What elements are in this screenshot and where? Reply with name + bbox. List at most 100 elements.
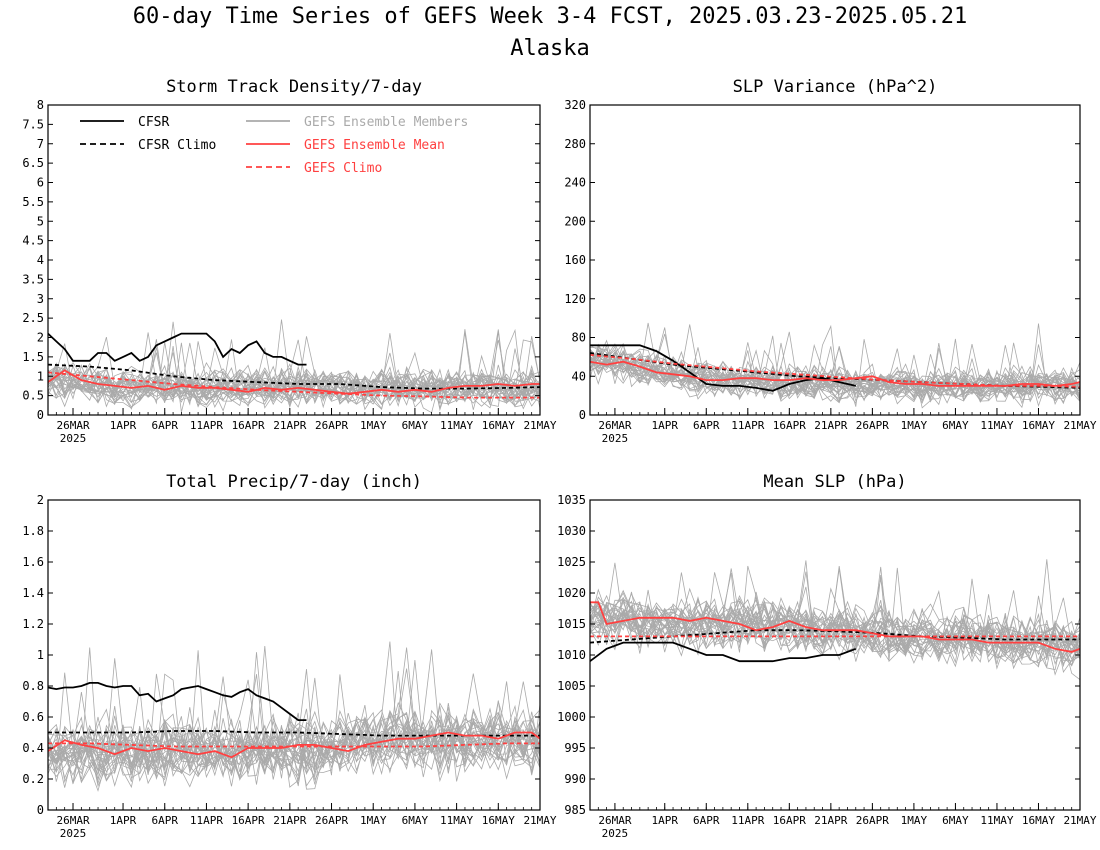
series-cfsr [589,641,857,663]
panel-title: Total Precip/7-day (inch) [166,472,422,492]
x-tick-label: 1MAY [360,419,387,432]
y-tick-label: 990 [564,772,586,786]
x-tick-sublabel: 2025 [60,432,87,445]
y-tick-label: 1000 [557,710,586,724]
legend-label: GEFS Climo [304,161,382,176]
y-tick-label: 7 [37,137,44,151]
series-gefs-climo [589,354,1081,388]
x-tick-label: 26APR [856,419,889,432]
y-tick-label: 1005 [557,679,586,693]
plot-frame [47,104,541,416]
chart-panel-2 [589,104,1081,416]
y-tick-label: 5 [37,214,44,228]
ensemble-member-line [47,339,541,409]
y-tick-label: 1.8 [22,524,44,538]
y-tick-label: 7.5 [22,117,44,131]
y-tick-label: 5.5 [22,195,44,209]
ensemble-member-line [47,351,541,408]
y-tick-label: 1025 [557,555,586,569]
y-tick-label: 280 [564,137,586,151]
x-tick-sublabel: 2025 [602,432,629,445]
ensemble-member-line [589,343,1081,402]
y-tick-label: 0.4 [22,741,44,755]
x-tick-label: 16MAY [1022,814,1055,827]
y-tick-label: 1.4 [22,586,44,600]
x-tick-label: 16APR [232,419,265,432]
x-tick-label: 6MAY [402,814,429,827]
x-tick-label: 1MAY [901,419,928,432]
x-tick-label: 26APR [315,419,348,432]
ensemble-member-line [47,673,541,781]
x-tick-label: 26MAR [598,814,631,827]
y-tick-label: 80 [572,331,586,345]
x-tick-label: 26APR [315,814,348,827]
ensemble-member-line [589,353,1081,402]
series-cfsr [47,682,307,721]
y-tick-label: 1 [37,648,44,662]
legend-label: CFSR [138,115,169,130]
ensemble-members [589,322,1081,409]
ensemble-member-line [589,587,1081,653]
series-cfsr-climo [589,629,1080,644]
ensemble-member-line [47,718,541,782]
x-tick-label: 1APR [110,814,137,827]
ensemble-member-line [589,594,1081,661]
y-tick-label: 240 [564,176,586,190]
y-tick-label: 1.6 [22,555,44,569]
x-tick-label: 11APR [190,419,223,432]
series-gefs-ensemble-mean [590,601,1081,653]
y-tick-label: 1020 [557,586,586,600]
x-tick-label: 26APR [856,814,889,827]
plot-frame [589,104,1081,416]
ensemble-member-line [589,572,1081,676]
chart-panel-1 [47,104,541,416]
x-tick-label: 21APR [273,814,306,827]
x-tick-label: 11MAY [980,814,1013,827]
x-tick-label: 6MAY [942,419,969,432]
ensemble-member-line [47,679,541,783]
series-cfsr [47,332,307,366]
panel-title: Mean SLP (hPa) [763,472,906,492]
x-tick-label: 6APR [693,419,720,432]
y-tick-label: 6.5 [22,156,44,170]
x-tick-label: 11APR [731,419,764,432]
x-tick-label: 16APR [773,814,806,827]
y-tick-label: 0.5 [22,389,44,403]
y-tick-label: 4.5 [22,234,44,248]
x-tick-label: 26MAR [598,419,631,432]
y-tick-label: 120 [564,292,586,306]
y-tick-label: 8 [37,98,44,112]
x-tick-label: 1MAY [901,814,928,827]
figure-title: 60-day Time Series of GEFS Week 3-4 FCST… [132,4,968,29]
ensemble-member-line [47,709,541,780]
y-tick-label: 1015 [557,617,586,631]
x-tick-label: 16MAY [1022,419,1055,432]
x-tick-label: 6APR [151,814,178,827]
y-tick-label: 200 [564,214,586,228]
chart-panel-3 [47,499,541,811]
x-tick-label: 21MAY [1063,419,1096,432]
ensemble-members [47,319,541,414]
y-tick-label: 0.8 [22,679,44,693]
ensemble-member-line [47,343,541,412]
y-tick-label: 2.5 [22,311,44,325]
ensemble-member-line [47,372,541,408]
x-tick-label: 21APR [273,419,306,432]
x-tick-label: 16MAY [482,814,515,827]
x-tick-label: 21APR [814,814,847,827]
y-tick-label: 0 [37,408,44,422]
ensemble-member-line [47,673,541,780]
series-gefs-climo [48,742,540,748]
x-tick-label: 16MAY [482,419,515,432]
x-tick-label: 11MAY [980,419,1013,432]
x-tick-label: 21MAY [523,419,556,432]
y-tick-label: 320 [564,98,586,112]
x-tick-label: 6MAY [942,814,969,827]
panel-title: Storm Track Density/7-day [166,77,422,97]
y-tick-label: 0.2 [22,772,44,786]
ensemble-member-line [47,668,541,784]
x-tick-label: 16APR [773,419,806,432]
y-tick-label: 2 [37,331,44,345]
chart-panel-4 [589,499,1081,811]
